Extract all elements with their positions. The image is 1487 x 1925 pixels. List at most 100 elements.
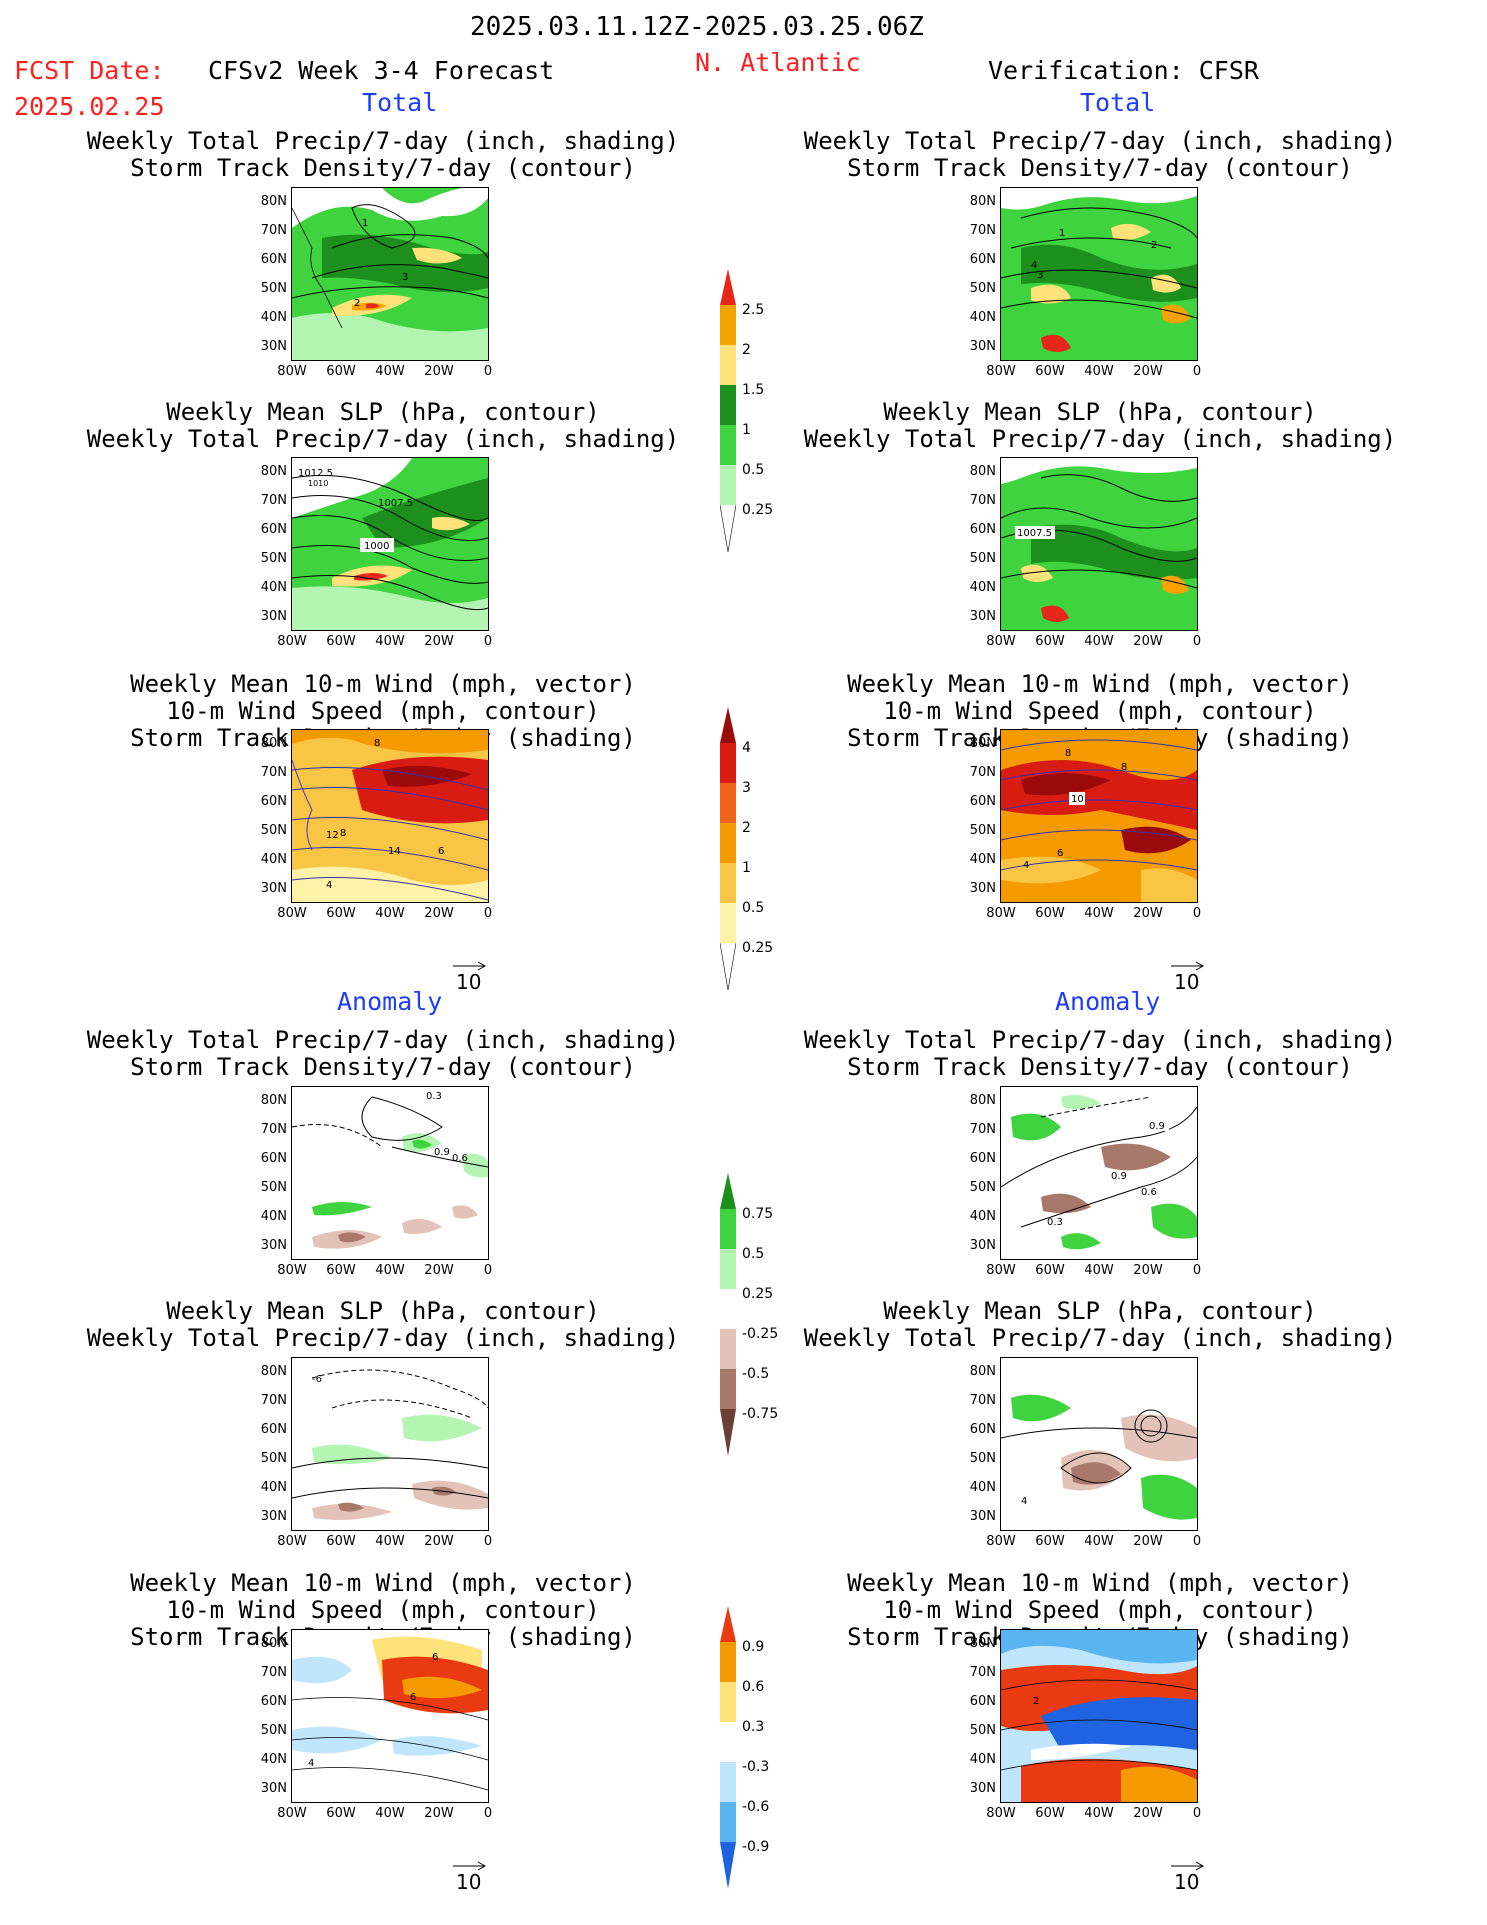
lon-tick-label: 0 bbox=[1192, 1263, 1202, 1278]
lon-tick-label: 60W bbox=[326, 1806, 356, 1821]
vf-anom-wind-label-1: 2 bbox=[1033, 1696, 1039, 1707]
fc-total-slp-label-4: 1000 bbox=[364, 541, 389, 552]
lon-tick-label: 40W bbox=[375, 906, 405, 921]
lon-tick-label: 40W bbox=[1084, 634, 1114, 649]
colorbar-anom-storm-cap-top bbox=[720, 1606, 736, 1642]
colorbar-total-storm-bin bbox=[720, 863, 736, 903]
map-fc-total-precip: 1 3 2 bbox=[291, 187, 489, 361]
vector-ref-vf-anom: 10 bbox=[1170, 1860, 1206, 1894]
lon-tick-label: 40W bbox=[375, 1263, 405, 1278]
colorbar-anom-storm-bin bbox=[720, 1642, 736, 1682]
cb-anom-storm-label: -0.9 bbox=[742, 1839, 770, 1855]
lat-tick-label: 60N bbox=[969, 794, 996, 809]
lat-tick-label: 30N bbox=[969, 339, 996, 354]
lat-tick-label: 30N bbox=[969, 609, 996, 624]
lon-tick-label: 0 bbox=[1192, 1534, 1202, 1549]
lat-tick-label: 60N bbox=[260, 1694, 287, 1709]
vf-total-wind-label-4: 6 bbox=[1057, 848, 1063, 859]
lat-tick-label: 70N bbox=[260, 493, 287, 508]
title-fc-anom-slp: Weekly Mean SLP (hPa, contour) Weekly Tot… bbox=[86, 1297, 680, 1352]
lat-tick-label: 30N bbox=[969, 1509, 996, 1524]
lon-tick-label: 0 bbox=[1192, 364, 1202, 379]
fc-total-wind-label-2: 12 bbox=[326, 830, 339, 841]
map-fc-total-wind: 8 12 8 14 6 4 bbox=[291, 729, 489, 903]
lat-tick-label: 60N bbox=[969, 1694, 996, 1709]
fc-anom-precip-label-1: 0.3 bbox=[426, 1091, 442, 1102]
colorbar-total-storm-bin bbox=[720, 823, 736, 863]
lat-tick-label: 50N bbox=[969, 551, 996, 566]
lon-tick-label: 60W bbox=[1035, 906, 1065, 921]
map-vf-anom-slp: 4 bbox=[1000, 1357, 1198, 1531]
lat-tick-label: 80N bbox=[969, 1636, 996, 1651]
vf-total-precip-label-3: 4 bbox=[1031, 260, 1037, 271]
lon-tick-label: 40W bbox=[375, 1534, 405, 1549]
lat-tick-label: 70N bbox=[969, 1393, 996, 1408]
lat-tick-label: 60N bbox=[969, 1151, 996, 1166]
fc-total-wind-label-6: 4 bbox=[326, 880, 332, 891]
colorbar-anom-storm-bin bbox=[720, 1722, 736, 1762]
lon-tick-label: 80W bbox=[277, 634, 307, 649]
title-vf-total-slp: Weekly Mean SLP (hPa, contour) Weekly Tot… bbox=[803, 398, 1397, 453]
vf-total-precip-label-1: 1 bbox=[1059, 228, 1065, 239]
vector-ref-label: 10 bbox=[456, 970, 482, 994]
lat-tick-label: 70N bbox=[260, 765, 287, 780]
lat-tick-label: 50N bbox=[260, 551, 287, 566]
vector-ref-label: 10 bbox=[1174, 1870, 1200, 1894]
colorbar-anom-precip-bin bbox=[720, 1289, 736, 1329]
lat-tick-label: 50N bbox=[969, 1180, 996, 1195]
colorbar-anom-precip-cap-top bbox=[720, 1173, 736, 1209]
map-fc-total-slp: 1012.5 1010 1007.5 1000 bbox=[291, 457, 489, 631]
lat-tick-label: 30N bbox=[969, 1781, 996, 1796]
title-fc-total-slp: Weekly Mean SLP (hPa, contour) Weekly Tot… bbox=[86, 398, 680, 453]
fc-total-precip-label-2: 3 bbox=[402, 272, 408, 283]
lat-tick-label: 30N bbox=[969, 881, 996, 896]
cb-total-storm-label: 0.5 bbox=[742, 900, 765, 916]
vf-total-precip-label-2: 2 bbox=[1151, 240, 1157, 251]
colorbar-anom-storm-cap-bottom bbox=[720, 1842, 736, 1889]
cb-anom-storm-label: 0.6 bbox=[742, 1679, 765, 1695]
lon-tick-label: 20W bbox=[424, 1806, 454, 1821]
colorbar-total-precip-cap-top bbox=[720, 269, 736, 305]
lat-tick-label: 50N bbox=[260, 1451, 287, 1466]
fc-anom-wind-label-1: 6 bbox=[432, 1652, 438, 1663]
colorbar-total-precip-bin bbox=[720, 305, 736, 345]
lat-tick-label: 60N bbox=[260, 794, 287, 809]
cb-total-precip-label: 0.5 bbox=[742, 462, 765, 478]
vf-anom-precip-label-2: 0.9 bbox=[1111, 1171, 1127, 1182]
cb-anom-precip-label: -0.25 bbox=[742, 1326, 779, 1342]
colorbar-anom-storm-bin bbox=[720, 1762, 736, 1802]
lon-tick-label: 20W bbox=[424, 1263, 454, 1278]
lat-tick-label: 40N bbox=[969, 1480, 996, 1495]
lon-tick-label: 80W bbox=[986, 1806, 1016, 1821]
lat-tick-label: 80N bbox=[969, 736, 996, 751]
cb-anom-precip-label: 0.75 bbox=[742, 1206, 774, 1222]
lon-tick-label: 0 bbox=[483, 634, 493, 649]
lat-tick-label: 70N bbox=[969, 765, 996, 780]
lat-tick-label: 30N bbox=[260, 339, 287, 354]
lon-tick-label: 0 bbox=[483, 1806, 493, 1821]
vector-ref-fc-total: 10 bbox=[452, 960, 488, 994]
fc-anom-wind-label-2: 6 bbox=[410, 1692, 416, 1703]
lat-tick-label: 80N bbox=[260, 1093, 287, 1108]
vf-total-wind-label-1: 8 bbox=[1065, 748, 1071, 759]
lat-tick-label: 40N bbox=[260, 1480, 287, 1495]
lon-tick-label: 0 bbox=[483, 906, 493, 921]
cb-total-precip-label: 2 bbox=[742, 342, 751, 358]
lat-tick-label: 30N bbox=[260, 881, 287, 896]
lat-tick-label: 40N bbox=[969, 852, 996, 867]
lat-tick-label: 80N bbox=[969, 1364, 996, 1379]
lat-tick-label: 80N bbox=[969, 464, 996, 479]
colorbar-anom-storm-bin bbox=[720, 1802, 736, 1842]
colorbar-anom-precip bbox=[720, 1173, 736, 1456]
lat-tick-label: 40N bbox=[260, 580, 287, 595]
fc-anom-wind-label-3: 4 bbox=[308, 1758, 314, 1769]
lat-tick-label: 80N bbox=[260, 1636, 287, 1651]
lat-tick-label: 70N bbox=[260, 223, 287, 238]
lat-tick-label: 60N bbox=[969, 252, 996, 267]
cb-anom-precip-label: 0.25 bbox=[742, 1286, 774, 1302]
lat-tick-label: 60N bbox=[969, 1422, 996, 1437]
lon-tick-label: 20W bbox=[424, 1534, 454, 1549]
lon-tick-label: 80W bbox=[277, 1806, 307, 1821]
colorbar-total-storm-cap-top bbox=[720, 707, 736, 743]
colorbar-anom-storm-bin bbox=[720, 1682, 736, 1722]
